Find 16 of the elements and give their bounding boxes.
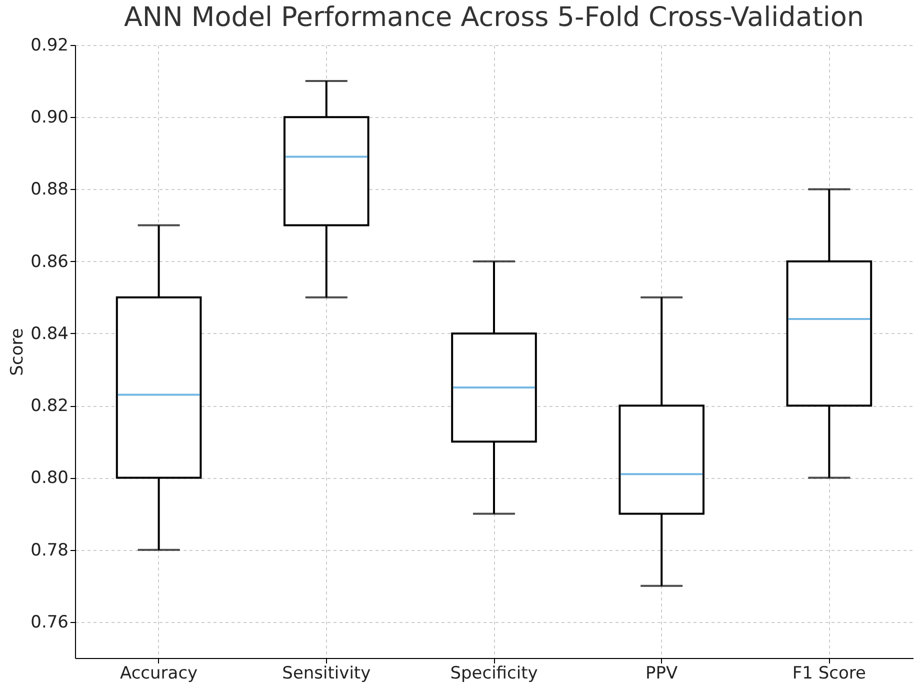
y-tick-label: 0.88	[30, 180, 68, 200]
y-tick-label: 0.82	[30, 396, 68, 416]
y-tick-label: 0.84	[30, 324, 68, 344]
y-tick-label: 0.80	[30, 468, 68, 488]
y-tick-label: 0.86	[30, 252, 68, 272]
y-tick-label: 0.76	[30, 612, 68, 632]
x-tick-label: Sensitivity	[282, 664, 371, 684]
y-tick-label: 0.92	[30, 36, 68, 56]
chart-title: ANN Model Performance Across 5-Fold Cross-Validation	[124, 2, 864, 33]
x-tick-label: Accuracy	[120, 664, 198, 684]
y-tick-label: 0.90	[30, 108, 68, 128]
x-tick-label: F1 Score	[792, 664, 866, 684]
x-tick-label: Specificity	[450, 664, 538, 684]
y-tick-label: 0.78	[30, 540, 68, 560]
y-axis-title: Score	[8, 328, 28, 376]
x-tick-label: PPV	[646, 664, 678, 684]
